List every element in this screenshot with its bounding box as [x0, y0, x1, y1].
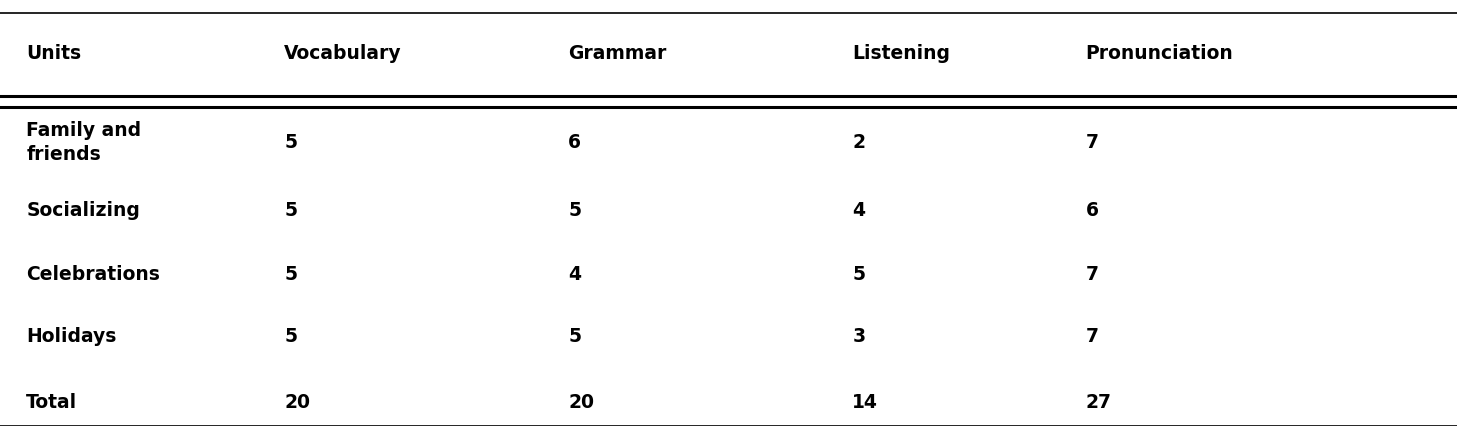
Text: 3: 3 — [852, 327, 865, 346]
Text: 14: 14 — [852, 393, 879, 412]
Text: 7: 7 — [1085, 265, 1099, 284]
Text: Grammar: Grammar — [568, 44, 667, 63]
Text: Pronunciation: Pronunciation — [1085, 44, 1233, 63]
Text: Total: Total — [26, 393, 77, 412]
Text: 5: 5 — [284, 201, 297, 220]
Text: Vocabulary: Vocabulary — [284, 44, 402, 63]
Text: 5: 5 — [568, 327, 581, 346]
Text: 2: 2 — [852, 133, 865, 152]
Text: Socializing: Socializing — [26, 201, 140, 220]
Text: 27: 27 — [1085, 393, 1112, 412]
Text: 5: 5 — [852, 265, 865, 284]
Text: Celebrations: Celebrations — [26, 265, 160, 284]
Text: Listening: Listening — [852, 44, 950, 63]
Text: 6: 6 — [1085, 201, 1099, 220]
Text: 5: 5 — [284, 327, 297, 346]
Text: 4: 4 — [568, 265, 581, 284]
Text: 20: 20 — [284, 393, 310, 412]
Text: Family and
friends: Family and friends — [26, 121, 141, 164]
Text: 20: 20 — [568, 393, 594, 412]
Text: 7: 7 — [1085, 327, 1099, 346]
Text: 5: 5 — [284, 133, 297, 152]
Text: 4: 4 — [852, 201, 865, 220]
Text: 5: 5 — [284, 265, 297, 284]
Text: Holidays: Holidays — [26, 327, 117, 346]
Text: 7: 7 — [1085, 133, 1099, 152]
Text: 5: 5 — [568, 201, 581, 220]
Text: 6: 6 — [568, 133, 581, 152]
Text: Units: Units — [26, 44, 82, 63]
